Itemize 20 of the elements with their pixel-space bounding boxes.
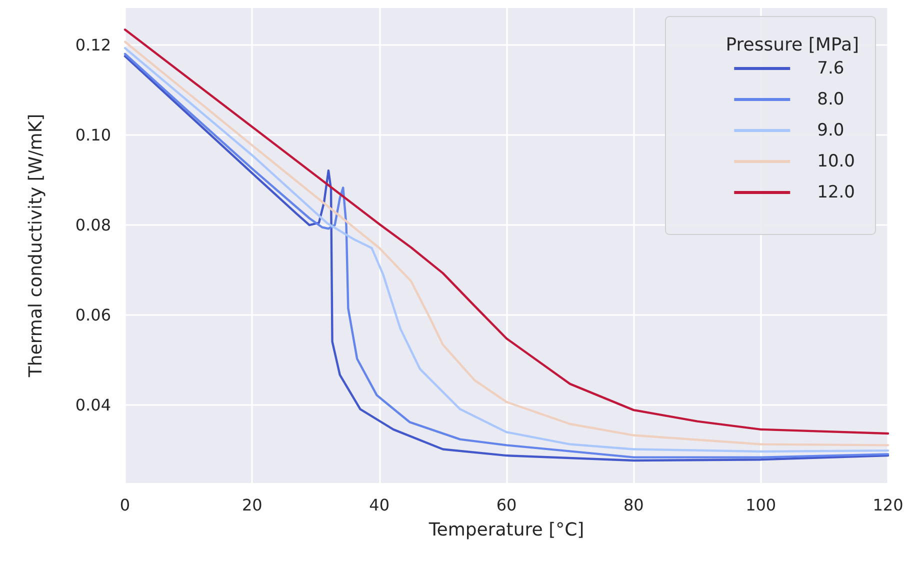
y-tick-label: 0.12: [75, 35, 111, 54]
x-axis-title: Temperature [°C]: [428, 520, 584, 540]
y-tick-label: 0.06: [75, 306, 111, 325]
legend-label: 12.0: [817, 182, 856, 202]
x-tick-label: 40: [369, 496, 390, 514]
y-tick-label: 0.04: [75, 396, 111, 415]
x-tick-label: 60: [496, 496, 517, 514]
legend-label: 8.0: [817, 90, 844, 110]
legend-title: Pressure [MPa]: [726, 34, 859, 56]
x-tick-label: 120: [872, 496, 904, 514]
x-tick-label: 100: [746, 496, 776, 514]
legend-label: 10.0: [817, 152, 856, 172]
x-tick-label: 0: [120, 496, 130, 514]
legend-label: 9.0: [817, 120, 844, 140]
y-axis-title: Thermal conductivity [W/mK]: [26, 114, 46, 378]
y-tick-label: 0.10: [75, 125, 111, 144]
legend-label: 7.6: [817, 58, 844, 78]
y-tick-label: 0.08: [75, 216, 111, 235]
x-tick-label: 20: [242, 496, 262, 514]
x-tick-label: 80: [623, 496, 644, 514]
